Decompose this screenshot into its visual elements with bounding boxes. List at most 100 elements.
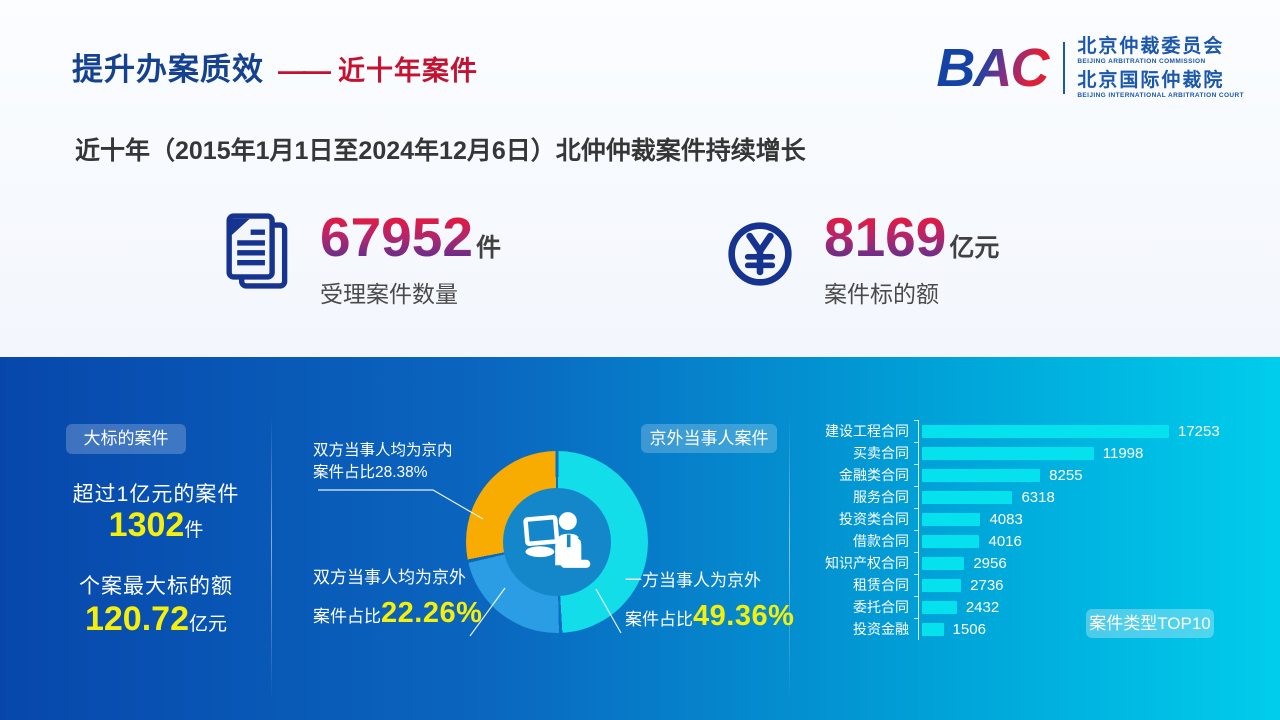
donut-label-line2: 案件占比28.38% — [313, 463, 428, 481]
bar-value-label: 11998 — [1102, 444, 1144, 462]
bar — [922, 578, 962, 592]
bar-category-label: 金融类合同 — [839, 467, 909, 483]
outside-parties-badge: 京外当事人案件 — [641, 424, 777, 453]
donut-leader-lines — [318, 489, 622, 637]
bar-chart-rows: 建设工程合同 17253 买卖合同 11998 金融类合同 8255 服务合同 6318 投资类… — [818, 420, 1258, 640]
bar-category-label: 借款合同 — [853, 533, 909, 549]
bar-value-label: 6318 — [1021, 488, 1055, 506]
stat-cases-accepted: 67952 件 受理案件数量 — [222, 210, 501, 309]
big-cases-value1-row: 1302件 — [30, 508, 282, 542]
big-cases-unit1: 件 — [184, 520, 204, 541]
logo-divider — [1063, 42, 1066, 95]
bar-row: 建设工程合同 17253 — [818, 420, 1258, 442]
bar-category-label: 租赁合同 — [853, 577, 909, 593]
big-cases-line1: 超过1亿元的案件 — [72, 483, 240, 506]
stat-value: 8169 — [824, 206, 947, 268]
stat-case-amount: 8169 亿元 案件标的额 — [726, 210, 999, 309]
bar-row: 知识产权合同 2956 — [818, 552, 1258, 574]
big-cases-unit2: 亿元 — [188, 614, 227, 635]
slide-subtitle: 近十年（2015年1月1日至2024年12月6日）北仲仲裁案件持续增长 — [75, 137, 806, 165]
bar-row: 服务合同 6318 — [818, 486, 1258, 508]
donut-label-prefix: 案件占比 — [625, 609, 693, 629]
donut-label-line1: 双方当事人均为京内 — [313, 442, 453, 459]
title-dash: —— — [278, 55, 331, 86]
bar — [922, 512, 981, 526]
bar-row: 买卖合同 11998 — [818, 442, 1258, 464]
big-cases-value2: 120.72 — [84, 600, 189, 638]
title-accent: 近十年案件 — [338, 56, 478, 86]
bar-category-label: 知识产权合同 — [825, 555, 909, 571]
donut-center — [503, 488, 611, 596]
logo-org-names: 北京仲裁委员会 BEIJING ARBITRATION COMMISSION 北… — [1077, 36, 1244, 101]
donut-label-both-outside: 双方当事人均为京外 案件占比 22.26% — [313, 566, 482, 633]
page-title: 提升办案质效 —— 近十年案件 — [72, 44, 478, 89]
bar — [922, 556, 965, 570]
bar-row: 投资金融 1506 — [818, 618, 1258, 640]
title-main: 提升办案质效 — [72, 52, 264, 87]
donut-percent-value: 22.26% — [381, 596, 483, 629]
bar-category-label: 投资金融 — [853, 621, 909, 637]
bar-row: 金融类合同 8255 — [818, 464, 1258, 486]
bar-category-label: 投资类合同 — [839, 511, 909, 527]
donut-percent-value: 49.36% — [693, 599, 795, 632]
stat-label: 案件标的额 — [824, 281, 939, 307]
bar-track: 1506 — [914, 618, 986, 640]
bac-logo-acronym: BAC — [936, 41, 1059, 95]
stat-unit: 亿元 — [949, 234, 1000, 262]
bar-track: 2432 — [913, 596, 1000, 618]
bar-row: 租赁合同 2736 — [818, 574, 1258, 596]
bar — [922, 424, 1169, 438]
big-cases-badge: 大标的案件 — [66, 424, 186, 454]
statistics-panel: 大标的案件 超过1亿元的案件 1302件 个案最大标的额 120.72亿元 京外… — [0, 357, 1280, 720]
bar-category-label: 服务合同 — [853, 489, 909, 505]
bar — [922, 600, 957, 614]
stat-label: 受理案件数量 — [320, 281, 458, 307]
bar-value-label: 8255 — [1049, 466, 1083, 484]
person-at-computer-icon — [521, 509, 593, 576]
donut-label-both-inside: 双方当事人均为京内 案件占比28.38% — [313, 440, 453, 483]
bar-track: 2956 — [914, 552, 1007, 574]
bar-category-label: 建设工程合同 — [825, 423, 909, 439]
bar-value-label: 4083 — [989, 510, 1023, 528]
org-name-en-1: BEIJING ARBITRATION COMMISSION — [1077, 57, 1206, 65]
bac-logo: BAC 北京仲裁委员会 BEIJING ARBITRATION COMMISSI… — [936, 36, 1244, 101]
stat-value: 67952 — [320, 206, 473, 268]
bar-track: 17253 — [914, 420, 1220, 442]
bar-row: 投资类合同 4083 — [818, 508, 1258, 530]
bar-row: 委托合同 2432 — [818, 596, 1258, 618]
org-name-en-2: BEIJING INTERNATIONAL ARBITRATION COURT — [1077, 92, 1244, 100]
stat-unit: 件 — [475, 234, 501, 262]
bar — [922, 490, 1013, 504]
bar-value-label: 4016 — [988, 532, 1022, 550]
document-icon — [222, 210, 290, 309]
org-name-cn-1: 北京仲裁委员会 — [1077, 36, 1225, 57]
case-type-top10-badge: 案件类型TOP10 — [1086, 609, 1214, 638]
org-name-cn-2: 北京国际仲裁院 — [1077, 70, 1225, 92]
bar-track: 4083 — [914, 508, 1023, 530]
bar — [922, 446, 1094, 460]
bar — [922, 468, 1041, 482]
yuan-icon — [726, 220, 794, 309]
bar-category-label: 买卖合同 — [853, 445, 909, 461]
big-cases-value2-row: 120.72亿元 — [30, 602, 282, 636]
bar — [922, 622, 944, 636]
bar-value-label: 1506 — [952, 620, 986, 638]
big-cases-line2: 个案最大标的额 — [79, 575, 233, 598]
bar-value-label: 17253 — [1178, 422, 1220, 440]
section-divider — [271, 415, 272, 700]
big-cases-value1: 1302 — [108, 506, 185, 544]
donut-chart — [466, 451, 648, 633]
donut-label-prefix: 案件占比 — [313, 606, 381, 626]
bar-value-label: 2956 — [973, 554, 1007, 572]
donut-label-line1: 双方当事人均为京外 — [313, 568, 466, 587]
bar-track: 11998 — [913, 442, 1144, 464]
section-divider — [789, 415, 790, 700]
bar-row: 借款合同 4016 — [818, 530, 1258, 552]
bar-value-label: 2736 — [970, 576, 1004, 594]
donut-label-one-outside: 一方当事人为京外 案件占比 49.36% — [625, 569, 794, 636]
bar-track: 8255 — [914, 464, 1083, 486]
bar-category-label: 委托合同 — [853, 599, 909, 615]
bar-track: 6318 — [914, 486, 1055, 508]
bar-value-label: 2432 — [965, 598, 1000, 616]
